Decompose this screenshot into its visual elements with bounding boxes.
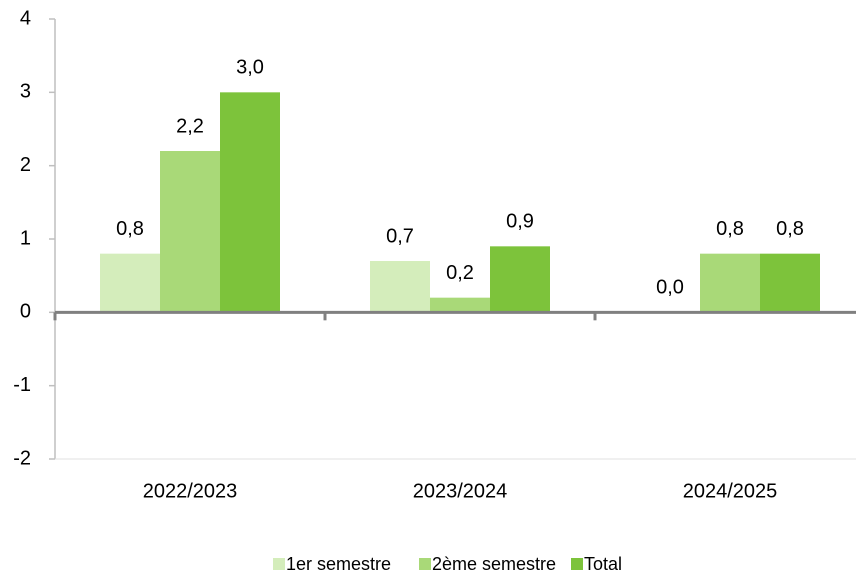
- bar: [700, 253, 760, 313]
- bar: [490, 246, 550, 313]
- value-label: 3,0: [236, 57, 264, 79]
- value-label: 0,8: [716, 218, 744, 240]
- legend-label: 1er semestre: [286, 554, 391, 574]
- x-tick-label: 2023/2024: [413, 480, 508, 502]
- value-label: 0,2: [446, 262, 474, 284]
- bar: [370, 261, 430, 313]
- value-label: 0,9: [506, 211, 534, 233]
- bar: [430, 297, 490, 313]
- legend-label: 2ème semestre: [432, 554, 556, 574]
- bar: [220, 92, 280, 313]
- legend-label: Total: [584, 554, 622, 574]
- y-tick-label: 0: [20, 301, 31, 323]
- x-tick-label: 2024/2025: [683, 480, 778, 502]
- y-tick-label: -1: [13, 374, 31, 396]
- value-label: 0,0: [656, 277, 684, 299]
- bar: [760, 253, 820, 313]
- y-tick-label: 2: [20, 154, 31, 176]
- bar: [160, 151, 220, 313]
- y-tick-label: 3: [20, 81, 31, 103]
- y-tick-label: 4: [20, 7, 31, 29]
- legend-swatch: [419, 558, 431, 570]
- legend-swatch: [571, 558, 583, 570]
- y-tick-label: 1: [20, 227, 31, 249]
- value-label: 0,8: [776, 218, 804, 240]
- value-label: 0,7: [386, 225, 414, 247]
- value-label: 0,8: [116, 218, 144, 240]
- value-label: 2,2: [176, 115, 204, 137]
- y-tick-label: -2: [13, 447, 31, 469]
- legend-swatch: [273, 558, 285, 570]
- x-tick-label: 2022/2023: [143, 480, 238, 502]
- bar: [100, 253, 160, 313]
